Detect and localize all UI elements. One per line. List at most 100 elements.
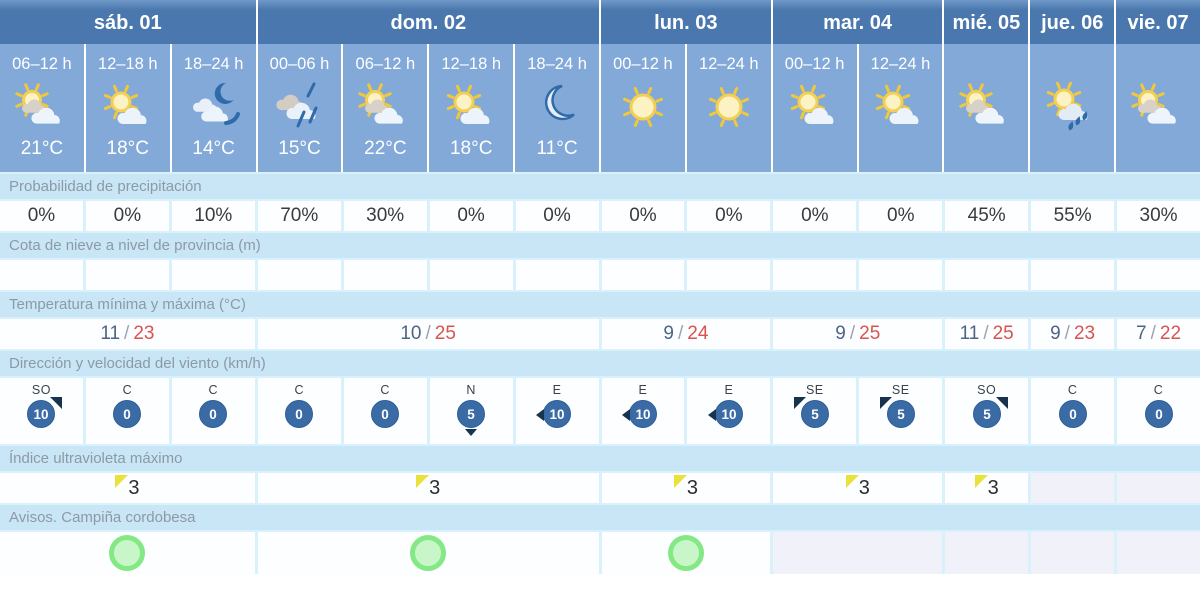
temp-max: 24 [687, 323, 708, 345]
wind-direction-label: E [639, 383, 648, 397]
uv-cell: 3 [945, 473, 1028, 503]
weather-forecast-table: sáb. 01dom. 02lun. 03mar. 04mié. 05jue. … [0, 0, 1200, 574]
wind-values-row: SO 10 C 0 C 0 C 0 C 0 N 5 E 10 E 10 E 10… [0, 378, 1200, 444]
period-label: 06–12 h [12, 44, 72, 78]
uv-flag-icon [975, 475, 988, 488]
temp-max: 22 [1160, 323, 1181, 345]
temperature-cell: 11/25 [945, 319, 1028, 349]
wind-speed-badge: 0 [362, 397, 408, 442]
wind-cell: C 0 [344, 378, 427, 444]
precipitation-cell: 0% [687, 201, 770, 231]
warning-cell [258, 532, 599, 574]
snow-level-cell [86, 260, 169, 290]
day-header-cell-1: dom. 02 [258, 0, 599, 44]
period-cell-11 [944, 44, 1028, 172]
period-cell-3: 00–06 h15°C [258, 44, 342, 172]
temperature-cell: 9/23 [1031, 319, 1114, 349]
sun-cloud-rain-icon [1044, 78, 1100, 136]
temperature-cell: 9/24 [602, 319, 771, 349]
temp-separator: / [120, 323, 133, 345]
svg-text:5: 5 [983, 407, 991, 422]
snow-level-cell [602, 260, 685, 290]
period-label: 12–24 h [699, 44, 759, 78]
temp-label: 14°C [192, 136, 234, 166]
snow-level-cell [1117, 260, 1200, 290]
day-header-row: sáb. 01dom. 02lun. 03mar. 04mié. 05jue. … [0, 0, 1200, 44]
temp-label: 18°C [107, 136, 149, 166]
wind-direction-label: E [724, 383, 733, 397]
temp-max: 25 [859, 323, 880, 345]
moon-clouds-icon [186, 78, 242, 136]
uv-values-row: 33333 [0, 473, 1200, 503]
uv-cell: 3 [0, 473, 255, 503]
period-cell-4: 06–12 h22°C [343, 44, 427, 172]
wind-speed-badge: 10 [18, 397, 64, 442]
precipitation-cell: 70% [258, 201, 341, 231]
svg-text:0: 0 [1155, 407, 1163, 422]
snow-level-cell [773, 260, 856, 290]
precipitation-cell: 30% [1117, 201, 1200, 231]
period-forecast-row: 06–12 h21°C12–18 h18°C18–24 h14°C00–06 h… [0, 44, 1200, 172]
precipitation-cell: 0% [859, 201, 942, 231]
wind-cell: SE 5 [859, 378, 942, 444]
period-cell-10: 12–24 h [859, 44, 943, 172]
wind-direction-label: E [553, 383, 562, 397]
period-label: 00–06 h [270, 44, 330, 78]
warnings-values-row [0, 532, 1200, 574]
wind-speed-badge: 10 [620, 397, 666, 442]
sun-behind-clouds-icon [958, 78, 1014, 136]
temp-min: 9 [835, 323, 846, 345]
warning-cell [773, 532, 942, 574]
precipitation-cell: 45% [945, 201, 1028, 231]
period-label: 12–18 h [98, 44, 158, 78]
period-cell-13 [1116, 44, 1200, 172]
wind-direction-label: C [1068, 383, 1078, 397]
uv-value: 3 [429, 474, 440, 502]
sun-icon [615, 78, 671, 136]
svg-text:10: 10 [635, 407, 650, 422]
wind-direction-label: C [294, 383, 304, 397]
period-label: 18–24 h [184, 44, 244, 78]
temp-separator: / [846, 323, 859, 345]
temp-separator: / [1061, 323, 1074, 345]
svg-text:0: 0 [210, 407, 218, 422]
temperature-values-row: 11/2310/259/249/2511/259/237/22 [0, 319, 1200, 349]
day-header-cell-2: lun. 03 [601, 0, 771, 44]
precipitation-cell: 0% [773, 201, 856, 231]
green-warning-icon [668, 535, 704, 571]
snow-level-cell [430, 260, 513, 290]
day-header-cell-4: mié. 05 [944, 0, 1028, 44]
wind-cell: E 10 [516, 378, 599, 444]
uv-cell: 3 [258, 473, 599, 503]
precipitation-cell: 10% [172, 201, 255, 231]
temp-label: 22°C [364, 136, 406, 166]
temp-max: 23 [1074, 323, 1095, 345]
uv-flag-icon [846, 475, 859, 488]
wind-cell: C 0 [1031, 378, 1114, 444]
warning-cell [1117, 532, 1200, 574]
wind-direction-label: N [466, 383, 476, 397]
svg-text:10: 10 [721, 407, 736, 422]
wind-cell: C 0 [1117, 378, 1200, 444]
temp-label: 21°C [21, 136, 63, 166]
svg-text:0: 0 [1069, 407, 1077, 422]
period-cell-5: 12–18 h18°C [429, 44, 513, 172]
row-label-snow: Cota de nieve a nivel de provincia (m) [0, 233, 1200, 258]
wind-speed-badge: 0 [190, 397, 236, 442]
period-cell-12 [1030, 44, 1114, 172]
period-label: 00–12 h [785, 44, 845, 78]
wind-cell: N 5 [430, 378, 513, 444]
wind-speed-badge: 0 [104, 397, 150, 442]
wind-direction-label: SO [32, 383, 51, 397]
svg-text:0: 0 [124, 407, 132, 422]
wind-speed-badge: 5 [964, 397, 1010, 442]
period-cell-7: 00–12 h [601, 44, 685, 172]
uv-cell [1031, 473, 1114, 503]
day-header-cell-3: mar. 04 [773, 0, 943, 44]
temp-min: 11 [960, 323, 980, 345]
temperature-cell: 11/23 [0, 319, 255, 349]
precipitation-cell: 0% [516, 201, 599, 231]
temp-separator: / [1147, 323, 1160, 345]
sun-cloud-icon [872, 78, 928, 136]
precipitation-cell: 0% [0, 201, 83, 231]
